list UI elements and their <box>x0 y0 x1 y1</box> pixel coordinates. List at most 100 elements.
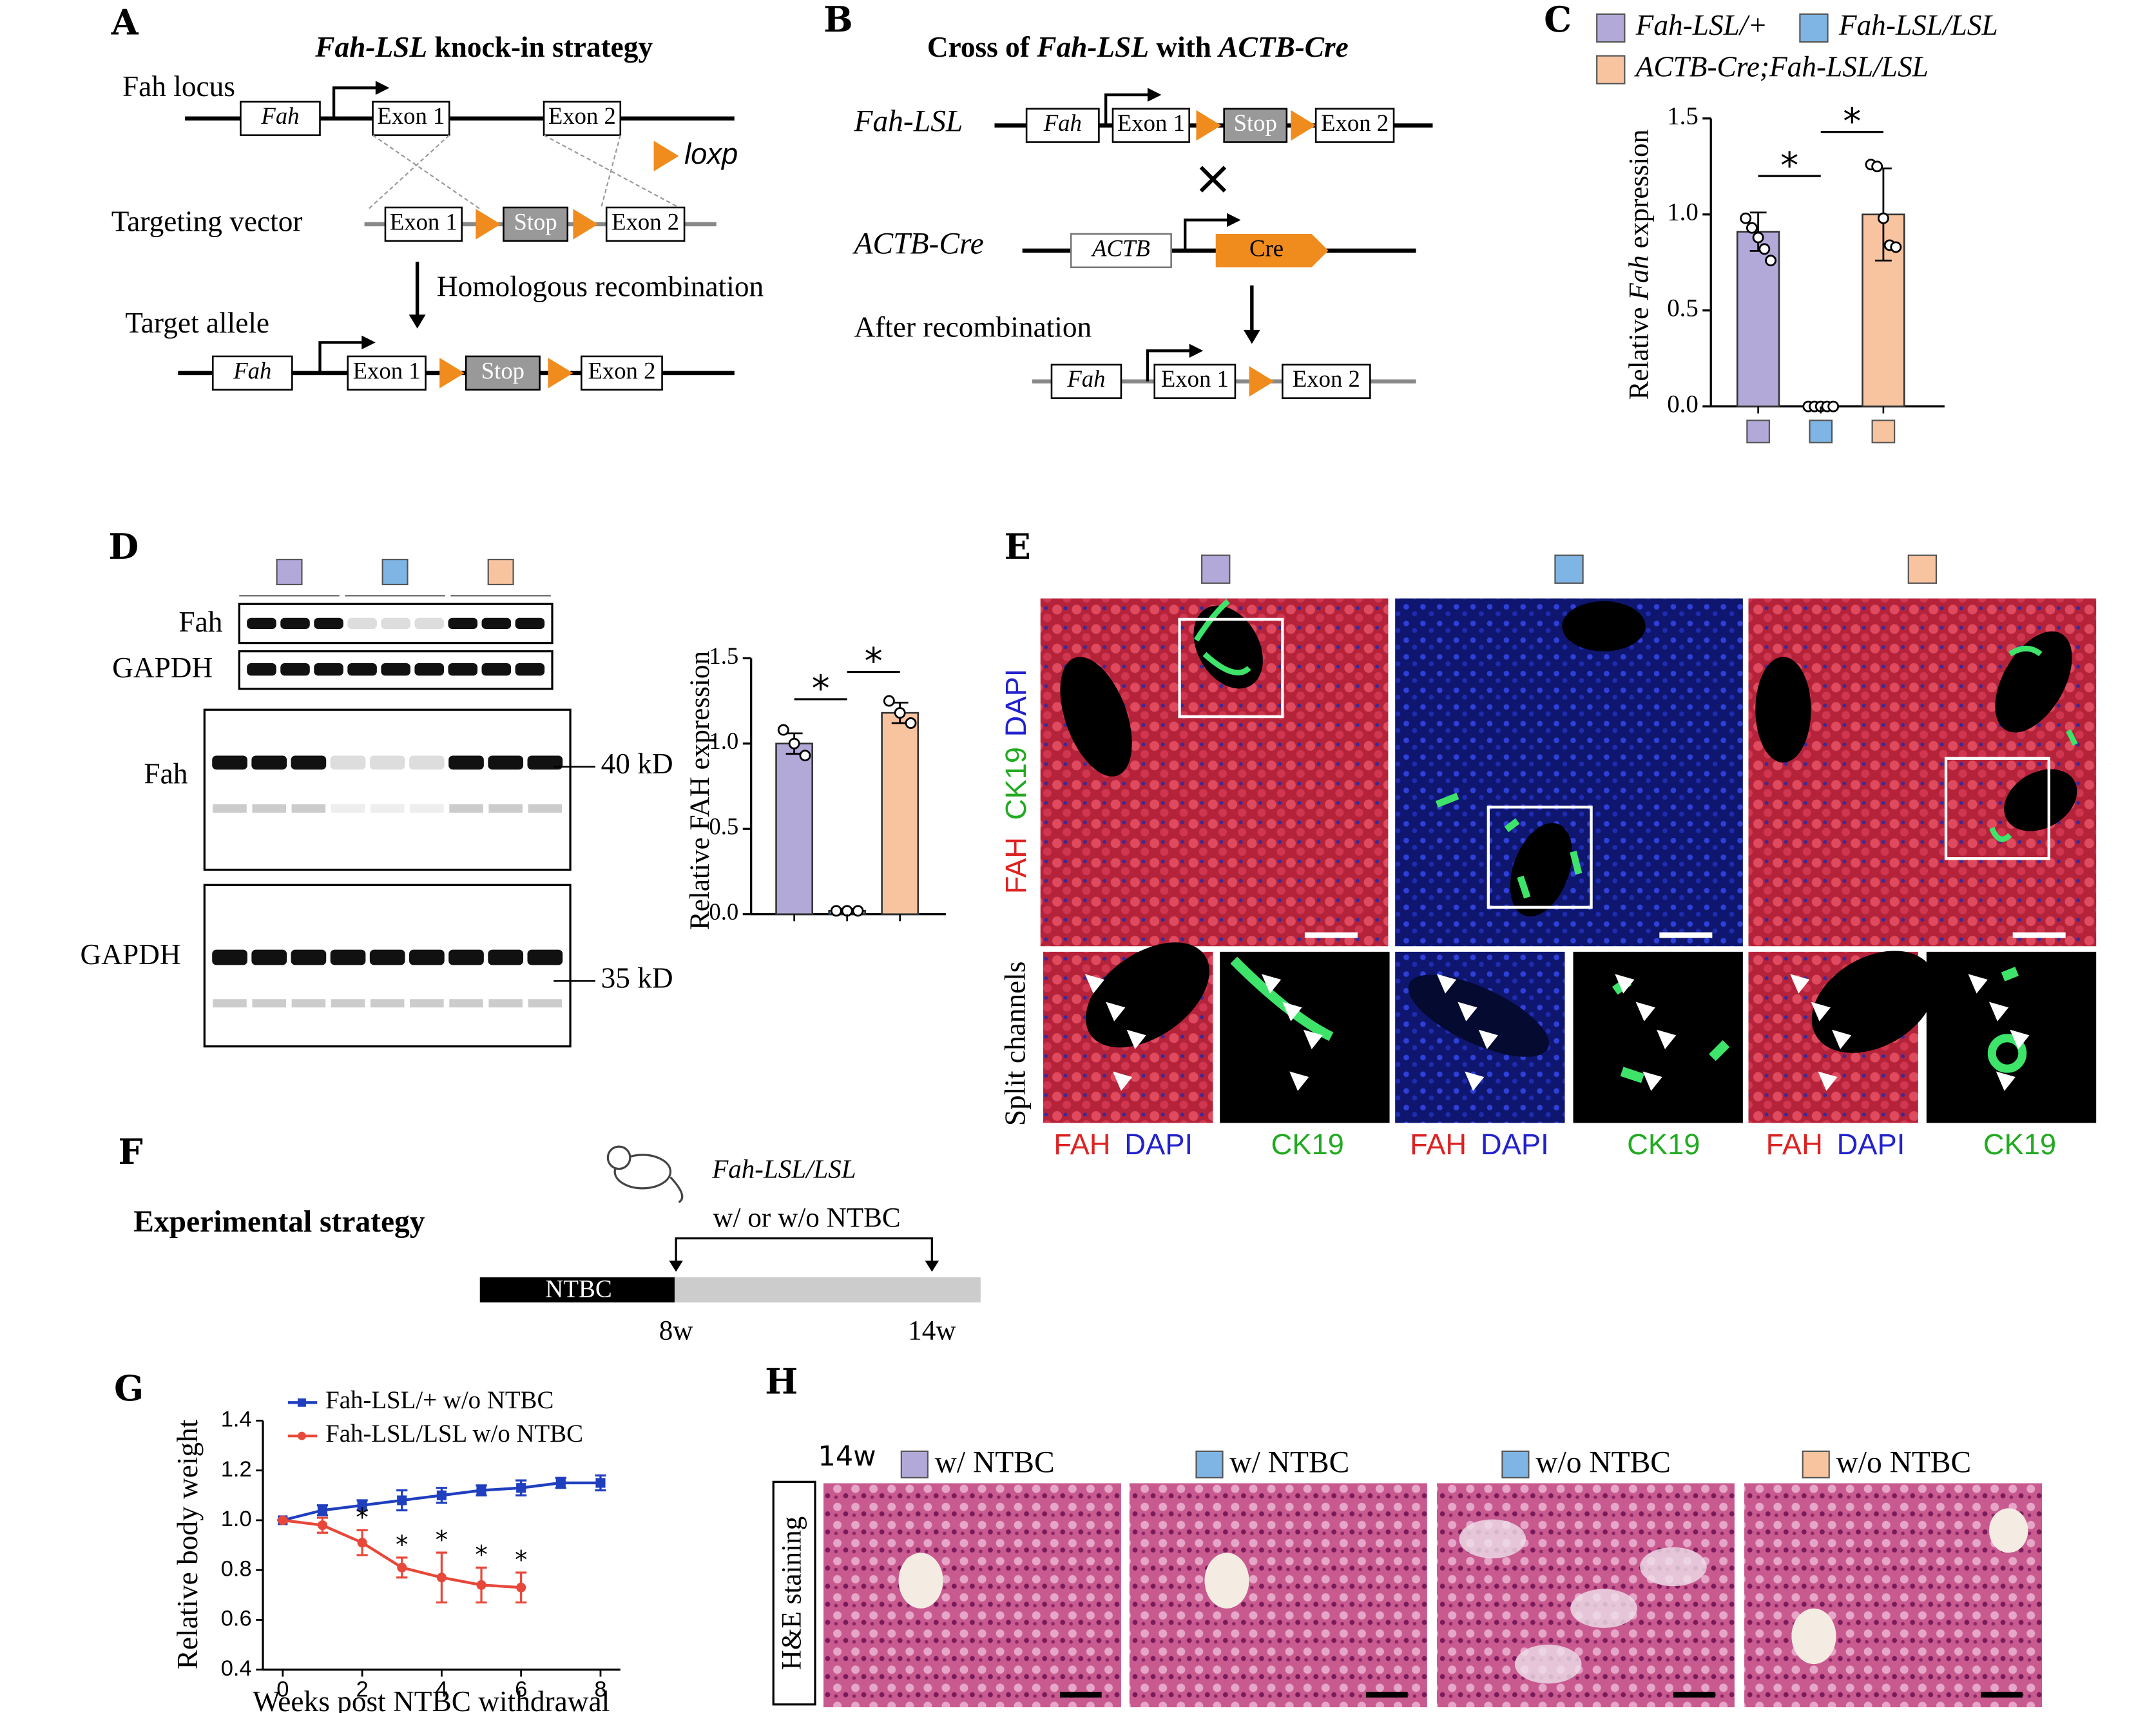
loxp-site <box>573 209 599 240</box>
x-tick-label: 6 <box>515 1677 527 1701</box>
promoter-arrow <box>318 341 365 373</box>
data-point <box>799 750 811 762</box>
blot-smear <box>528 804 563 813</box>
blot-band <box>515 617 545 630</box>
gene-box <box>543 101 622 137</box>
x-tick-label: 0 <box>276 1677 289 1701</box>
blot-band <box>247 617 276 630</box>
arrowhead-marker <box>1996 1071 2016 1091</box>
data-point <box>476 1485 486 1496</box>
text-part: expression <box>1624 130 1654 255</box>
panel-label: C <box>1544 0 1572 40</box>
gene-box <box>384 206 463 242</box>
data-point <box>1752 231 1764 244</box>
vessel <box>1811 951 1936 1053</box>
gene-box <box>1314 108 1395 143</box>
promoter-arrow <box>1184 218 1230 251</box>
box-label: Exon 2 <box>588 357 655 383</box>
channel-label: DAPI <box>1481 1128 1549 1161</box>
blot-band <box>448 755 484 770</box>
arrowhead-marker <box>1303 1029 1323 1049</box>
box-label: Stop <box>1234 110 1277 136</box>
gene-box <box>605 206 686 242</box>
vessel <box>1086 942 1209 1048</box>
stain-label: FAH <box>999 837 1032 894</box>
timeline-rest <box>674 1277 981 1302</box>
channel-label: FAH <box>1766 1128 1823 1161</box>
significance-label: * <box>1843 101 1861 142</box>
text-part: with <box>1149 31 1218 63</box>
box-label: Exon 2 <box>1293 365 1360 392</box>
promoter-arrow <box>332 86 379 119</box>
label: Target allele <box>125 307 269 339</box>
panel-label: D <box>108 526 139 567</box>
text-part: Fah-LSL <box>1036 31 1149 63</box>
blot-band <box>291 949 327 965</box>
y-tick-label: 1.4 <box>221 1407 252 1431</box>
significance-label: * <box>475 1541 487 1570</box>
panel-label: E <box>1005 526 1031 567</box>
mouse-tail <box>669 1176 684 1203</box>
homology-line <box>543 134 682 210</box>
data-point <box>555 1478 566 1488</box>
channel-label: DAPI <box>1124 1128 1193 1161</box>
group-swatch <box>1554 554 1584 584</box>
gene-box <box>1223 108 1288 143</box>
group-swatch <box>1201 554 1231 584</box>
blot-band <box>369 755 405 770</box>
blot-smear <box>488 804 523 813</box>
blot-band <box>381 617 410 630</box>
blot-band <box>280 663 310 676</box>
legend-label: Fah-LSL/LSL <box>1838 9 1998 41</box>
y-axis-label: Relative Fah expression <box>1624 130 1654 400</box>
mouse-head <box>606 1145 631 1170</box>
blot-band <box>448 663 478 676</box>
box-label: Fah <box>233 357 271 383</box>
arrowhead-marker <box>1657 1029 1677 1049</box>
group-swatch <box>1195 1450 1224 1478</box>
blot-band <box>515 663 545 676</box>
legend-marker <box>297 1431 306 1440</box>
x-tick-label: 4 <box>436 1677 448 1701</box>
y-tick-label: 0.0 <box>1667 391 1699 418</box>
arrowhead-marker <box>1289 1071 1309 1091</box>
arrowhead-marker <box>1465 1071 1485 1091</box>
blot-band <box>381 663 410 676</box>
micrograph <box>1129 1483 1427 1708</box>
blot-smear <box>252 804 286 813</box>
arrowhead-marker <box>1635 1002 1655 1021</box>
blot-smear <box>291 804 326 813</box>
y-tick-label: 1.5 <box>709 643 738 669</box>
arrowhead-marker <box>1458 1002 1477 1021</box>
label: loxp <box>684 137 738 170</box>
channel-label: DAPI <box>1837 1128 1905 1161</box>
ck19-signal <box>1193 599 1251 675</box>
arrowhead-marker <box>1615 974 1635 994</box>
stain-label: DAPI <box>999 669 1032 737</box>
arrowhead-marker <box>1106 1002 1126 1021</box>
text-part: Fah <box>1624 255 1654 301</box>
arrowhead-marker <box>1478 1029 1498 1049</box>
panel-label: G <box>114 1368 144 1409</box>
ck19-signal <box>1435 793 1583 899</box>
text-part: knock-in strategy <box>427 31 653 63</box>
blot-smear <box>410 999 444 1008</box>
gene-box <box>1153 363 1237 400</box>
blot-band <box>481 663 512 676</box>
arrowhead-marker <box>1811 1002 1831 1021</box>
y-axis-label: Relative body weight <box>171 1419 204 1669</box>
necrosis <box>1514 1644 1582 1684</box>
column-label: w/o NTBC <box>1836 1446 1971 1479</box>
data-point <box>841 905 853 917</box>
gene-box <box>372 101 450 137</box>
stain-box <box>772 1480 816 1706</box>
data-point <box>357 1500 367 1511</box>
micrograph <box>823 1483 1121 1708</box>
gene-box <box>1070 233 1172 269</box>
data-point <box>1765 255 1776 267</box>
label: Targeting vector <box>111 205 303 237</box>
arrow-head <box>669 1261 683 1272</box>
blot-band <box>527 949 563 965</box>
homology-line <box>372 134 481 210</box>
data-point <box>1877 212 1889 224</box>
